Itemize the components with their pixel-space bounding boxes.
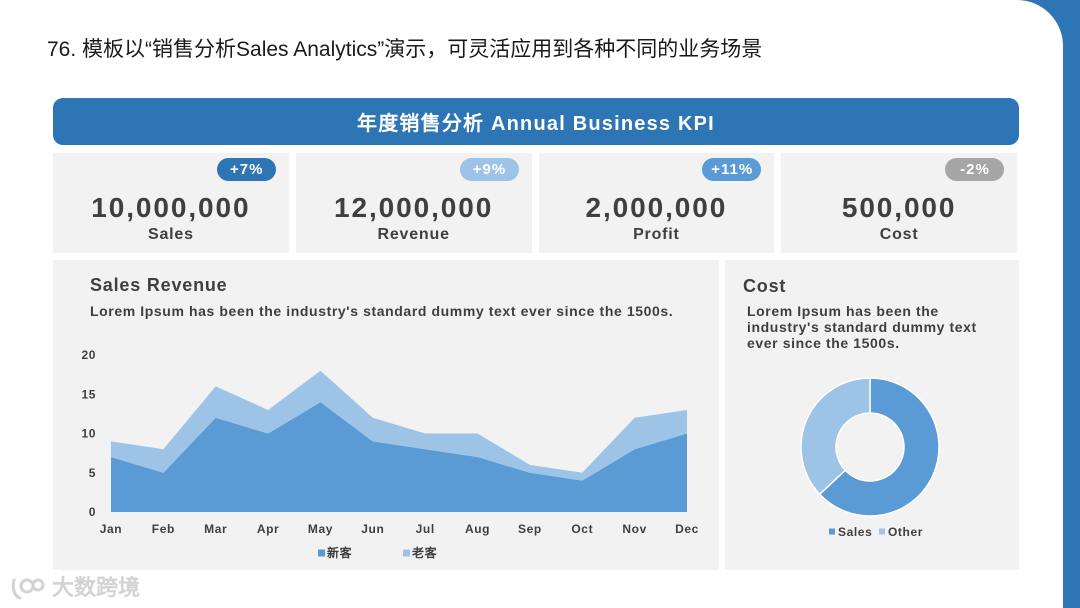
kpi-label: Sales: [147, 226, 194, 243]
x-tick-label: Jul: [416, 522, 435, 536]
kpi-card-profit: +11% 2,000,000 Profit: [538, 153, 775, 253]
area-series-2: [111, 370, 687, 481]
legend-swatch-other: [879, 528, 885, 535]
cost-panel: Sales Other Cost Lorem Ipsum has been the…: [725, 260, 1019, 570]
x-tick-label: Aug: [465, 522, 490, 536]
y-tick-label: 20: [81, 348, 96, 362]
kpi-card-sales: +7% 10,000,000 Sales: [53, 153, 289, 253]
x-tick-label: Apr: [257, 522, 279, 536]
kpi-banner: 年度销售分析 Annual Business KPI: [53, 98, 1019, 145]
watermark-logo-icon: [11, 578, 45, 600]
x-tick-label: Jan: [100, 522, 122, 536]
banner-title: 年度销售分析 Annual Business KPI: [357, 113, 715, 135]
watermark-text: 大数跨境: [52, 575, 141, 600]
slide-title: 76. 模板以“销售分析Sales Analytics”演示，可灵活应用到各种不…: [47, 38, 763, 61]
kpi-value: 10,000,000: [91, 192, 251, 223]
legend-swatch-sales: [829, 528, 835, 535]
kpi-value: 2,000,000: [585, 192, 728, 223]
kpi-value: 12,000,000: [334, 192, 494, 223]
panel-title: Sales Revenue: [90, 275, 228, 295]
legend-label-sales: Sales: [838, 525, 872, 539]
x-tick-label: Dec: [675, 522, 699, 536]
kpi-card-revenue: +9% 12,000,000 Revenue: [295, 153, 532, 253]
panel-description: Lorem Ipsum has been the industry's stan…: [747, 303, 977, 351]
y-tick-label: 0: [89, 505, 96, 519]
donut-slice-sales: [818, 377, 940, 517]
legend-label-1: 新客: [327, 545, 353, 560]
legend-swatch-1: [318, 549, 325, 557]
x-tick-label: Jun: [361, 522, 384, 536]
area-series-1: [111, 402, 687, 512]
legend-label-2: 老客: [412, 545, 438, 560]
x-tick-label: Mar: [204, 522, 227, 536]
kpi-card-cost: -2% 500,000 Cost: [781, 153, 1017, 253]
donut-chart: Sales Other: [800, 377, 940, 539]
x-tick-label: Sep: [518, 522, 542, 536]
x-tick-label: Oct: [571, 522, 593, 536]
change-badge: +7%: [216, 158, 276, 181]
panel-description: Lorem Ipsum has been the industry's stan…: [90, 303, 674, 319]
kpi-value: 500,000: [841, 192, 957, 223]
x-tick-label: Nov: [622, 522, 646, 536]
y-tick-label: 5: [89, 466, 96, 480]
legend-swatch-2: [403, 549, 410, 557]
kpi-label: Revenue: [377, 226, 450, 243]
x-tick-label: Feb: [152, 522, 175, 536]
y-tick-label: 15: [81, 387, 96, 401]
kpi-row: +7% 10,000,000 Sales +9% 12,000,000 Reve…: [53, 153, 1017, 253]
donut-slice-other: [800, 377, 871, 496]
panel-title: Cost: [743, 276, 787, 296]
change-badge: +9%: [459, 158, 519, 181]
sales-revenue-panel: 0 5 10 15 20 Jan Feb Mar Apr May Jun Jul Aug Sep Oct No…: [53, 260, 719, 570]
x-tick-label: May: [308, 522, 333, 536]
kpi-label: Profit: [633, 226, 680, 243]
area-chart: 0 5 10 15 20 Jan Feb Mar Apr May Jun Jul Aug Sep Oct No…: [81, 348, 699, 560]
legend-label-other: Other: [888, 525, 923, 539]
change-badge: -2%: [945, 158, 1004, 181]
y-tick-label: 10: [81, 427, 96, 441]
change-badge: +11%: [702, 158, 762, 181]
kpi-label: Cost: [879, 226, 919, 243]
watermark: 大数跨境: [10, 573, 140, 603]
